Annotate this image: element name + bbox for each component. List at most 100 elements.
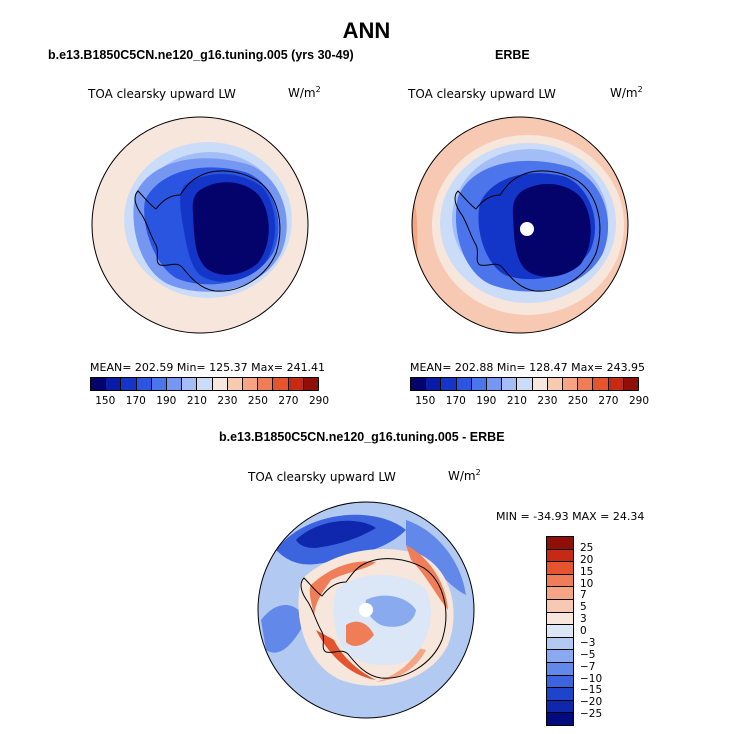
colorbar-swatch bbox=[547, 549, 573, 563]
map-3-coastline bbox=[300, 558, 447, 679]
panel-2-units: W/m2 bbox=[610, 85, 643, 100]
colorbar-swatch bbox=[303, 378, 319, 390]
colorbar-swatch bbox=[502, 378, 518, 390]
colorbar-swatch bbox=[456, 378, 472, 390]
colorbar-swatch bbox=[547, 625, 573, 638]
panel-3-polar-map bbox=[257, 501, 475, 719]
panel-3-title: b.e13.B1850C5CN.ne120_g16.tuning.005 - E… bbox=[219, 430, 505, 444]
colorbar-swatch bbox=[243, 378, 259, 390]
colorbar-tick-label: −7 bbox=[580, 660, 596, 673]
colorbar-swatch bbox=[547, 378, 564, 390]
map-3-red-ring-3 bbox=[316, 630, 376, 680]
map-3-red-ring-2 bbox=[406, 545, 448, 610]
colorbar-swatch bbox=[258, 378, 274, 390]
colorbar-swatch bbox=[136, 378, 152, 390]
colorbar-swatch bbox=[273, 378, 289, 390]
panel-2-colorbar-labels: 150 170 190 210 230 250 270 290 bbox=[410, 395, 649, 409]
map-3-darkblue-north bbox=[296, 520, 376, 548]
colorbar-tick-label: 15 bbox=[580, 565, 594, 578]
colorbar-swatch bbox=[532, 378, 548, 390]
colorbar-tick-label: 170 bbox=[445, 395, 466, 407]
colorbar-tick-label: 270 bbox=[598, 395, 619, 407]
map-3-interior-red bbox=[346, 621, 374, 646]
colorbar-swatch bbox=[441, 378, 457, 390]
colorbar-swatch bbox=[517, 378, 533, 390]
colorbar-swatch bbox=[578, 378, 594, 390]
colorbar-swatch bbox=[547, 700, 573, 714]
colorbar-swatch bbox=[471, 378, 488, 390]
colorbar-swatch bbox=[106, 378, 122, 390]
colorbar-tick-label: 270 bbox=[278, 395, 299, 407]
panel-2-stats: MEAN= 202.88 Min= 128.47 Max= 243.95 bbox=[410, 361, 646, 374]
panel-1-colorbar bbox=[90, 377, 319, 391]
panel-1-units: W/m2 bbox=[288, 85, 321, 100]
colorbar-swatch bbox=[167, 378, 183, 390]
colorbar-tick-label: 190 bbox=[476, 395, 497, 407]
colorbar-tick-label: 230 bbox=[537, 395, 558, 407]
map-2-band-darkblue bbox=[512, 184, 591, 277]
colorbar-tick-label: 150 bbox=[415, 395, 436, 407]
panel-1-title: b.e13.B1850C5CN.ne120_g16.tuning.005 (yr… bbox=[48, 48, 354, 62]
colorbar-swatch bbox=[151, 378, 168, 390]
colorbar-tick-label: 210 bbox=[506, 395, 527, 407]
colorbar-swatch bbox=[547, 650, 573, 663]
panel-3-units: W/m2 bbox=[448, 468, 481, 483]
map-2-pole-hole bbox=[520, 222, 534, 236]
colorbar-tick-label: 290 bbox=[628, 395, 650, 407]
colorbar-tick-label: −10 bbox=[580, 672, 603, 685]
colorbar-swatch bbox=[288, 378, 304, 390]
colorbar-tick-label: 250 bbox=[247, 395, 268, 407]
colorbar-tick-label: 3 bbox=[580, 613, 587, 626]
colorbar-tick-label: 5 bbox=[580, 601, 587, 614]
map-1-coastline bbox=[134, 170, 281, 292]
colorbar-swatch bbox=[547, 562, 573, 575]
colorbar-swatch bbox=[547, 574, 573, 588]
panel-3-colorbar-labels: 25 20 15 10 7 5 3 0 −3 −5 −7 −10 −15 −20 −25 bbox=[580, 536, 620, 726]
colorbar-swatch bbox=[547, 675, 573, 689]
map-3-blue-west bbox=[261, 605, 306, 653]
colorbar-swatch bbox=[487, 378, 503, 390]
map-3-red-ring-1 bbox=[309, 561, 376, 615]
colorbar-tick-label: 20 bbox=[580, 553, 594, 566]
panel-2-title: ERBE bbox=[495, 48, 530, 62]
colorbar-tick-label: 230 bbox=[217, 395, 238, 407]
panel-2-subtitle: TOA clearsky upward LW bbox=[408, 87, 556, 101]
panel-3-subtitle: TOA clearsky upward LW bbox=[248, 470, 396, 484]
map-3-blue-ne bbox=[406, 520, 466, 595]
colorbar-tick-label: −3 bbox=[580, 636, 596, 649]
map-2-coastline bbox=[454, 170, 601, 292]
panel-1-polar-map bbox=[91, 116, 309, 334]
colorbar-tick-label: 25 bbox=[580, 541, 594, 554]
colorbar-tick-label: 210 bbox=[186, 395, 207, 407]
colorbar-tick-label: 170 bbox=[125, 395, 146, 407]
colorbar-swatch bbox=[547, 612, 573, 626]
colorbar-tick-label: 7 bbox=[580, 589, 587, 602]
panel-1-colorbar-labels: 150 170 190 210 230 250 270 290 bbox=[90, 395, 329, 409]
colorbar-tick-label: −15 bbox=[580, 684, 603, 697]
panel-1-stats: MEAN= 202.59 Min= 125.37 Max= 241.41 bbox=[90, 361, 326, 374]
colorbar-tick-label: 250 bbox=[567, 395, 588, 407]
colorbar-swatch bbox=[547, 537, 573, 550]
colorbar-swatch bbox=[212, 378, 228, 390]
map-1-band-darkblue bbox=[192, 182, 269, 275]
colorbar-swatch bbox=[547, 662, 573, 676]
colorbar-swatch bbox=[547, 688, 573, 701]
map-3-interior-blue bbox=[365, 595, 416, 627]
colorbar-swatch bbox=[121, 378, 137, 390]
colorbar-swatch bbox=[547, 713, 573, 725]
colorbar-swatch bbox=[547, 587, 573, 600]
colorbar-tick-label: 150 bbox=[95, 395, 116, 407]
panel-1-subtitle: TOA clearsky upward LW bbox=[88, 87, 236, 101]
colorbar-tick-label: −25 bbox=[580, 708, 603, 721]
colorbar-tick-label: 0 bbox=[580, 625, 587, 637]
colorbar-tick-label: 290 bbox=[308, 395, 330, 407]
colorbar-swatch bbox=[227, 378, 244, 390]
page-title: ANN bbox=[342, 18, 391, 43]
colorbar-swatch bbox=[563, 378, 579, 390]
colorbar-tick-label: −5 bbox=[580, 648, 596, 661]
panel-2-colorbar bbox=[410, 377, 639, 391]
panel-2-polar-map bbox=[411, 116, 629, 334]
colorbar-swatch bbox=[197, 378, 213, 390]
colorbar-swatch bbox=[426, 378, 442, 390]
colorbar-swatch bbox=[91, 378, 107, 390]
